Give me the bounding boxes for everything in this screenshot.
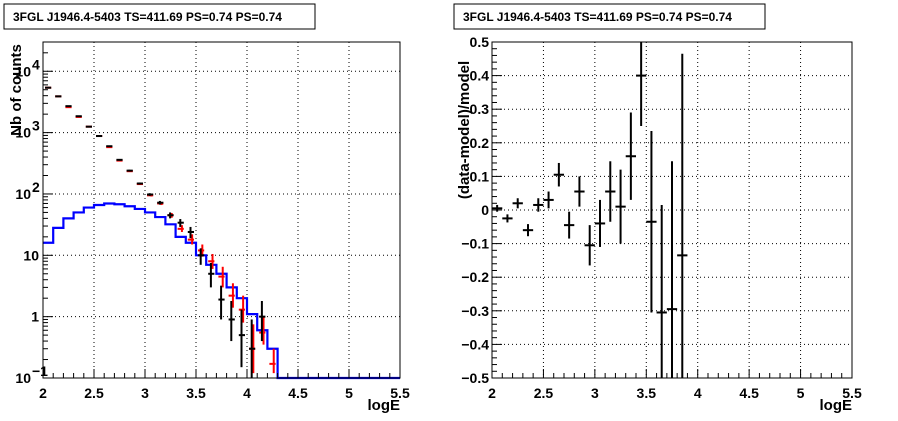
right-y-tick-label: 0.1 — [470, 168, 490, 184]
left-title-box — [3, 3, 316, 30]
left-y-tick-label: 1 — [31, 309, 39, 325]
right-x-axis-label: logE — [820, 397, 853, 414]
right-y-tick-label: −0.1 — [461, 236, 489, 252]
right-marks — [492, 42, 688, 378]
left-y-tick-label: 10 — [15, 370, 31, 386]
left-y-tick-exponent: −1 — [32, 363, 48, 379]
right-y-tick-label: 0.3 — [470, 101, 490, 117]
right-y-tick-label: −0.4 — [461, 336, 489, 352]
right-x-tick-label: 2 — [488, 385, 496, 401]
right-x-tick-label: 5 — [797, 385, 805, 401]
right-y-tick-label: 0.4 — [470, 68, 490, 84]
left-x-tick-label: 5.5 — [390, 385, 410, 401]
right-y-tick-label: 0 — [481, 202, 489, 218]
right-y-axis-label: (data-model)/model — [456, 61, 473, 199]
right-x-tick-label: 5.5 — [842, 385, 862, 401]
left-x-tick-label: 4 — [243, 385, 251, 401]
right-y-tick-label: 0.5 — [470, 34, 490, 50]
right-x-tick-label: 2.5 — [534, 385, 554, 401]
left-x-tick-label: 3.5 — [186, 385, 206, 401]
left-y-tick-exponent: 4 — [32, 56, 40, 72]
left-panel: 3FGL J1946.4-5403 TS=411.69 PS=0.74 PS=0… — [3, 3, 410, 414]
right-title-box — [453, 3, 766, 30]
right-y-tick-label: −0.5 — [461, 370, 489, 386]
right-y-tick-label: 0.2 — [470, 135, 490, 151]
right-y-tick-label: −0.2 — [461, 269, 489, 285]
right-x-tick-label: 4.5 — [739, 385, 759, 401]
right-x-tick-label: 3 — [591, 385, 599, 401]
right-title: 3FGL J1946.4-5403 TS=411.69 PS=0.74 PS=0… — [463, 10, 732, 24]
left-y-tick-exponent: 3 — [32, 118, 40, 134]
right-x-tick-label: 4 — [694, 385, 702, 401]
left-x-tick-label: 2.5 — [84, 385, 104, 401]
left-x-axis-label: logE — [368, 397, 401, 414]
right-ticks: 2 2.5 3 3.5 4 4.5 5 5.5 −0.5 −0.4 −0.3 −0.2 −0.1 0 0.1… — [461, 34, 862, 401]
right-x-tick-label: 3.5 — [637, 385, 657, 401]
left-x-tick-label: 5 — [345, 385, 353, 401]
left-x-tick-label: 3 — [141, 385, 149, 401]
left-y-tick-label: 10 — [15, 63, 31, 79]
left-y-tick-label: 10 — [23, 247, 39, 263]
left-marks — [43, 86, 400, 380]
left-x-tick-label: 2 — [39, 385, 47, 401]
right-y-tick-label: −0.3 — [461, 303, 489, 319]
left-y-tick-label: 10 — [15, 186, 31, 202]
left-y-tick-exponent: 2 — [32, 179, 40, 195]
left-x-tick-label: 4.5 — [288, 385, 308, 401]
right-panel: 3FGL J1946.4-5403 TS=411.69 PS=0.74 PS=0… — [453, 3, 862, 414]
left-y-tick-label: 10 — [15, 125, 31, 141]
left-title: 3FGL J1946.4-5403 TS=411.69 PS=0.74 PS=0… — [13, 10, 282, 24]
left-grid — [43, 42, 400, 378]
left-y-axis-label: Nb of counts — [8, 44, 25, 136]
left-plot-frame — [42, 41, 401, 379]
